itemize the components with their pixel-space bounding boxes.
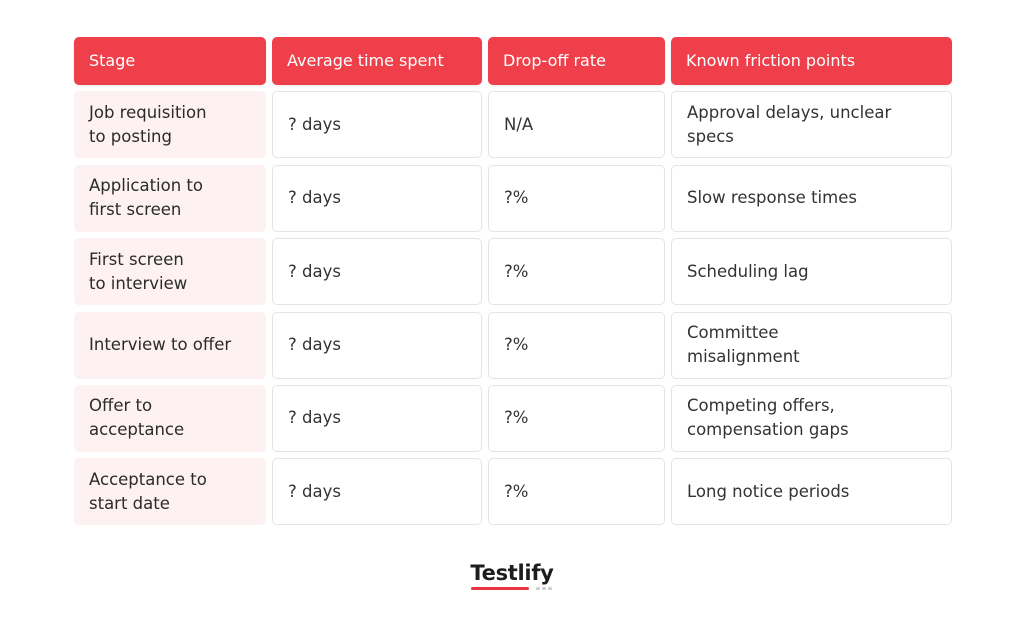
header-stage: Stage — [74, 37, 266, 85]
header-average-time: Average time spent — [272, 37, 482, 85]
row-time-cell: ? days — [272, 384, 482, 452]
header-drop-off-rate: Drop-off rate — [488, 37, 665, 85]
brand-footer: Testlify — [0, 560, 1024, 590]
row-stage-cell: Acceptance to start date — [74, 458, 266, 526]
row-dropoff-cell: ?% — [488, 238, 665, 306]
testlify-logo-icon: Testlify — [470, 560, 554, 590]
row-friction-cell: Approval delays, unclear specs — [671, 91, 952, 159]
row-friction-cell: Committee misalignment — [671, 311, 952, 379]
brand-wordmark: Testlify — [470, 561, 554, 585]
row-friction-cell: Long notice periods — [671, 458, 952, 526]
row-time-cell: ? days — [272, 458, 482, 526]
brand-dot — [541, 587, 546, 590]
row-time-cell: ? days — [272, 91, 482, 159]
row-friction-cell: Slow response times — [671, 164, 952, 232]
brand-dots — [535, 587, 552, 590]
row-time-cell: ? days — [272, 164, 482, 232]
row-dropoff-cell: ?% — [488, 164, 665, 232]
header-friction-points: Known friction points — [671, 37, 952, 85]
row-dropoff-cell: ?% — [488, 311, 665, 379]
row-time-cell: ? days — [272, 238, 482, 306]
row-stage-cell: First screen to interview — [74, 238, 266, 306]
brand-underline — [471, 587, 530, 590]
row-time-cell: ? days — [272, 311, 482, 379]
row-friction-cell: Scheduling lag — [671, 238, 952, 306]
brand-dot — [535, 587, 540, 590]
row-dropoff-cell: ?% — [488, 458, 665, 526]
row-stage-cell: Job requisition to posting — [74, 91, 266, 159]
row-friction-cell: Competing offers, compensation gaps — [671, 384, 952, 452]
row-stage-cell: Application to first screen — [74, 164, 266, 232]
row-stage-cell: Interview to offer — [74, 311, 266, 379]
hiring-funnel-table: Stage Average time spent Drop-off rate K… — [74, 37, 952, 526]
row-stage-cell: Offer to acceptance — [74, 384, 266, 452]
row-dropoff-cell: ?% — [488, 384, 665, 452]
row-dropoff-cell: N/A — [488, 91, 665, 159]
brand-dot — [547, 587, 552, 590]
